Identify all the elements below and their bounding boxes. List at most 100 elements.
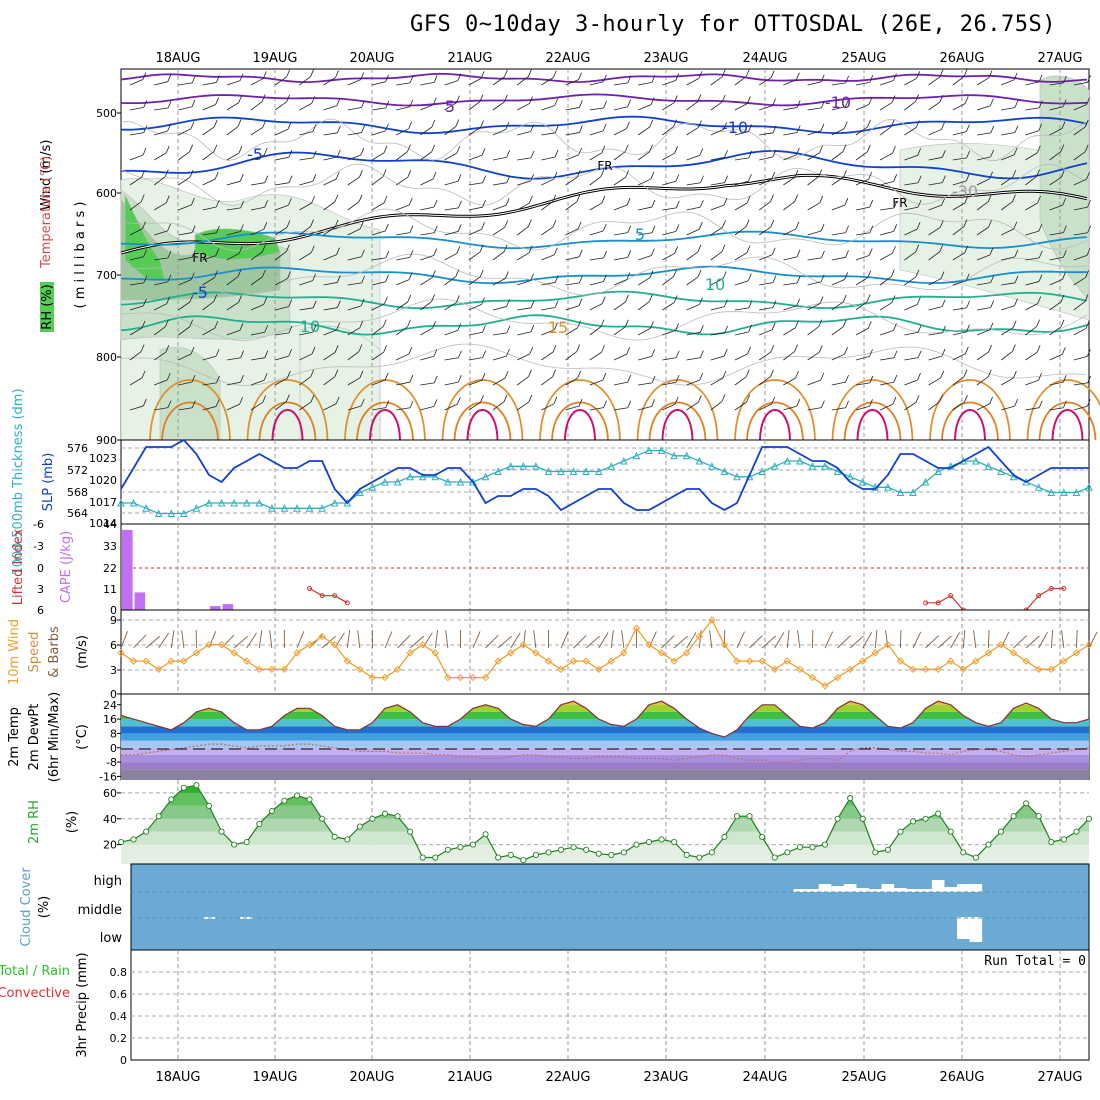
temp-ylabel-unit: (°C) <box>75 724 90 750</box>
barb <box>686 127 699 136</box>
thickness-point <box>532 462 540 470</box>
barb <box>1073 356 1088 361</box>
barb-flag <box>408 197 413 206</box>
barb-flag <box>820 123 825 131</box>
date-label-bottom: 26AUG <box>939 1070 984 1085</box>
barb-flag <box>795 370 799 379</box>
pressure-ylabel-left: 1000-500mb Thickness (dm) <box>11 388 26 575</box>
thickness-point <box>418 472 427 481</box>
barb-flag <box>1086 172 1090 180</box>
wind-point <box>808 673 817 682</box>
barb <box>1049 128 1063 136</box>
cloud-high-bar <box>931 880 945 892</box>
date-label-bottom: 25AUG <box>841 1070 886 1085</box>
barb-flag <box>503 244 508 252</box>
barb <box>1049 106 1064 111</box>
wind-barb <box>937 635 952 649</box>
barb-flag <box>334 194 339 202</box>
barb-flag <box>869 375 874 384</box>
tick-label: -16 <box>99 770 117 783</box>
thickness-point <box>318 504 326 512</box>
thickness-point <box>620 456 628 465</box>
barb <box>444 152 457 161</box>
contour-line <box>466 409 499 441</box>
barb-flag <box>796 249 801 258</box>
tick-label: 0 <box>110 688 117 701</box>
cape-bar <box>210 606 221 610</box>
barb <box>565 282 580 286</box>
barb-flag <box>407 170 412 178</box>
barb-flag <box>312 324 317 333</box>
barb <box>226 152 240 161</box>
barb <box>492 156 507 161</box>
barb-flag <box>554 275 559 283</box>
rh-point <box>469 841 477 848</box>
barb-flag <box>262 120 267 128</box>
barb-flag <box>1060 144 1065 152</box>
barb <box>783 154 797 161</box>
barb-flag <box>216 225 220 233</box>
barb <box>710 251 723 261</box>
barb <box>613 407 628 411</box>
barb <box>274 76 287 86</box>
barb <box>662 381 677 386</box>
barb-flag <box>578 72 582 80</box>
barb-flag <box>141 370 146 379</box>
barb <box>686 101 699 111</box>
barb <box>468 182 483 186</box>
barb-flag <box>745 219 750 227</box>
barb <box>976 178 990 186</box>
barb-flag <box>772 125 777 133</box>
barb-flag <box>1012 320 1017 328</box>
barb <box>1001 154 1015 161</box>
barb-flag <box>506 325 511 334</box>
cape-bar <box>134 592 146 610</box>
wind-barb <box>269 630 273 649</box>
contour-line <box>954 409 986 441</box>
barb-flag <box>723 198 728 206</box>
barb-flag <box>964 346 969 354</box>
contour-line <box>843 401 902 441</box>
barb <box>1025 379 1039 386</box>
cloud-tick: high <box>94 874 122 889</box>
barb <box>855 206 870 211</box>
barb-flag <box>650 97 655 105</box>
barb-flag <box>649 144 653 152</box>
barb-flag <box>239 323 244 331</box>
thickness-point <box>557 467 565 475</box>
wind-point <box>318 632 326 641</box>
barb-flag <box>385 400 390 408</box>
date-label-bottom: 22AUG <box>545 1070 590 1085</box>
barb <box>1000 176 1013 186</box>
barb <box>541 132 556 136</box>
barb-flag <box>335 70 339 78</box>
barb-flag <box>772 149 777 158</box>
barb <box>275 204 289 211</box>
tick-label: 800 <box>96 351 117 364</box>
date-label-bottom: 19AUG <box>252 1070 297 1085</box>
barb <box>831 204 846 211</box>
barb-flag <box>698 222 703 230</box>
barb <box>758 77 772 86</box>
barb-flag <box>311 195 315 204</box>
barb-flag <box>361 100 365 108</box>
barb-flag <box>456 397 461 405</box>
lifted-index-point <box>1036 593 1042 599</box>
rh-point <box>771 854 778 861</box>
barb <box>468 357 483 361</box>
barb <box>1073 126 1086 136</box>
wind-barb <box>573 634 587 649</box>
barb-flag <box>963 219 968 227</box>
barb <box>589 351 602 361</box>
barb <box>347 106 362 111</box>
barb-flag <box>529 346 534 355</box>
barb-flag <box>528 69 532 77</box>
barb <box>976 403 990 411</box>
barb-flag <box>167 223 171 232</box>
barb <box>202 301 214 311</box>
barb-flag <box>1038 223 1043 232</box>
contour-line <box>1026 379 1100 441</box>
thickness-point <box>167 509 176 517</box>
